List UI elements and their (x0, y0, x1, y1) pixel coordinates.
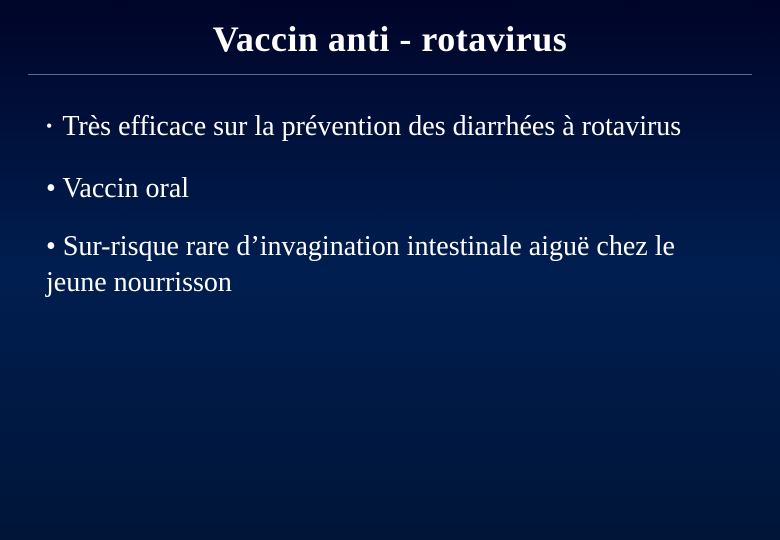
bullet-item: • Vaccin oral (46, 171, 742, 207)
slide-title: Vaccin anti - rotavirus (28, 18, 752, 60)
bullet-text: Sur-risque rare d’invagination intestina… (46, 231, 675, 298)
bullet-text: Vaccin oral (62, 173, 189, 204)
bullet-marker-icon: • (46, 231, 56, 262)
slide: Vaccin anti - rotavirus • Très efficace … (0, 0, 780, 540)
bullet-item: • Très efficace sur la prévention des di… (46, 109, 742, 145)
bullet-item: • Sur-risque rare d’invagination intesti… (46, 229, 742, 301)
title-underline (28, 74, 752, 75)
bullet-text: Très efficace sur la prévention des diar… (62, 109, 681, 145)
bullet-marker-icon: • (46, 173, 56, 204)
bullet-marker-icon: • (46, 109, 52, 143)
slide-body: • Très efficace sur la prévention des di… (28, 109, 752, 301)
